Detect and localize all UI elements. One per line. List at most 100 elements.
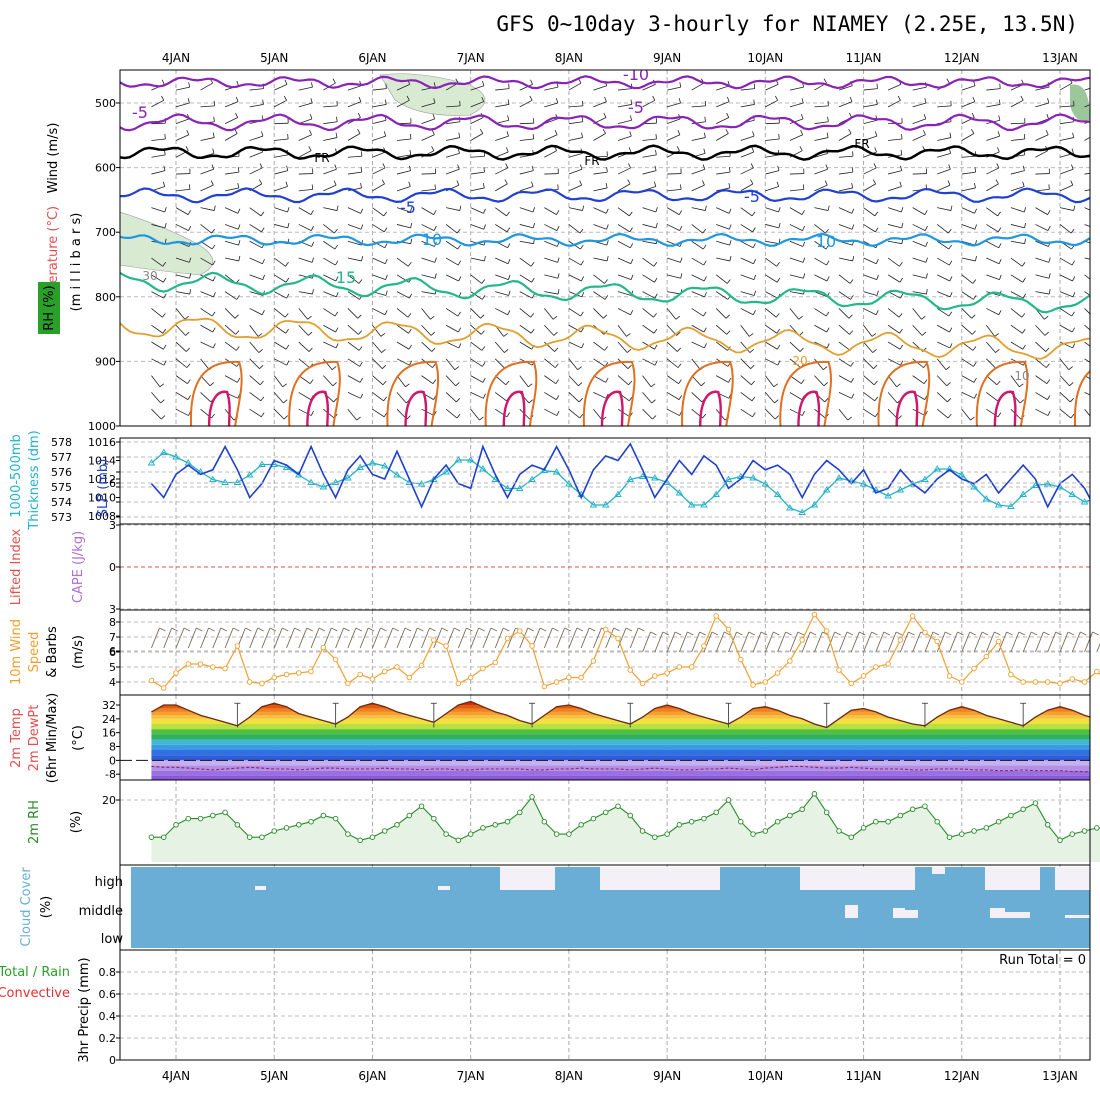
wind-barb: [544, 224, 558, 231]
temp-band: [151, 708, 1090, 712]
wind-barb-flag: [998, 243, 1002, 249]
wind-barb-flag: [603, 314, 608, 319]
thickness-point: [368, 459, 377, 466]
wind-barb: [593, 308, 604, 319]
wind-barb-flag: [1096, 346, 1099, 350]
rh2m-unit-label: (%): [69, 811, 84, 834]
y-tick-labels: 5006007008009001000578577576575574573101…: [51, 97, 120, 1067]
wind-barb-flag: [729, 240, 732, 246]
wind-barb: [224, 308, 236, 319]
wind-barb-flag: [532, 207, 536, 213]
wind-barb-flag: [703, 132, 706, 138]
wind-barb-flag: [1096, 97, 1098, 102]
slp-tick: 1008: [88, 510, 116, 523]
wind-barb-flag: [188, 225, 192, 231]
wind-tick: 5: [109, 661, 116, 674]
wind-barb: [667, 188, 682, 192]
wind-barb: [1010, 207, 1025, 213]
wind-barb-flag: [800, 130, 804, 135]
wind-barb: [347, 224, 362, 230]
wind-barb: [1035, 425, 1036, 426]
wind-barb-flag: [703, 343, 707, 349]
wind-barb: [691, 324, 705, 333]
wind-barb-flag: [482, 362, 486, 367]
wind-barb-flag: [212, 276, 216, 282]
rh-point: [566, 831, 572, 837]
wind-barb: [372, 224, 385, 233]
wind-barb: [1010, 224, 1025, 229]
wind-barb: [175, 188, 190, 192]
thickness-point: [933, 465, 942, 472]
wind-barb-flag: [749, 349, 754, 353]
wind10-barb-flag: [785, 631, 792, 636]
wind-barb-flag: [627, 364, 632, 369]
wind-barb-flag: [186, 363, 191, 368]
wind-barb: [421, 341, 433, 352]
wind-barb: [421, 308, 431, 320]
wind-barb-flag: [162, 431, 165, 435]
wind-barb-flag: [949, 292, 953, 298]
wind10-barb: [961, 631, 971, 653]
rh-point: [922, 803, 928, 809]
wind-barb: [421, 291, 436, 295]
wind-barb-flag: [802, 410, 805, 416]
wind-barb: [912, 86, 927, 91]
wind-barb: [175, 86, 190, 91]
wind-barb-flag: [405, 383, 410, 388]
wind-barb: [863, 135, 877, 141]
thickness-point: [515, 484, 524, 491]
thickness-point: [773, 490, 782, 497]
wind-barb: [936, 240, 950, 250]
wind-barb: [838, 358, 851, 367]
wind-speed-point: [173, 670, 179, 676]
wind-barb-flag: [262, 259, 265, 264]
wind-barb-flag: [335, 260, 339, 266]
wind-barb-flag: [483, 208, 486, 214]
wind-barb: [986, 392, 998, 402]
wind-speed-point: [517, 628, 523, 634]
wind-barb: [372, 151, 386, 158]
wind-barb-flag: [382, 163, 386, 169]
wind-barb-flag: [408, 328, 412, 334]
wind-barb-flag: [383, 396, 387, 402]
wind-barb-flag: [1046, 379, 1051, 384]
wind-barb: [224, 207, 239, 214]
slp-tick: 1016: [88, 436, 116, 449]
wind-barb: [544, 274, 559, 279]
wind-barb-flag: [630, 243, 634, 249]
wind-barb-flag: [189, 289, 192, 295]
wind-barb-flag: [901, 133, 903, 140]
wind-barb-flag: [606, 224, 609, 230]
wind-barb-flag: [530, 261, 535, 267]
wind-barb: [1035, 207, 1048, 215]
wind-barb-flag: [311, 241, 315, 247]
wind-barb-flag: [777, 360, 781, 366]
wind-barb: [691, 207, 706, 211]
wind-barb-flag: [580, 260, 584, 266]
wind-barb: [617, 119, 632, 125]
wind-barb: [175, 274, 190, 279]
temp-band: [151, 749, 1090, 756]
wind10-barb: [1035, 631, 1044, 653]
wind-barb: [494, 392, 507, 402]
wind-barb-flag: [531, 277, 535, 283]
contour-label: 10: [422, 230, 442, 249]
wind-barb-flag: [262, 274, 265, 280]
wind-barb-flag: [1021, 313, 1026, 318]
wind-barb-flag: [235, 433, 239, 436]
isotherm-arc: [582, 360, 636, 426]
wind-barb-flag: [262, 428, 264, 432]
wind-barb: [617, 167, 631, 175]
wind-barb-flag: [994, 333, 999, 337]
isotherm-line: [120, 271, 1090, 314]
wind-barb-flag: [307, 315, 312, 320]
wind-barb: [519, 170, 534, 175]
wind-barb: [372, 274, 386, 281]
wind-barb-flag: [899, 344, 904, 350]
wind-barb: [593, 257, 608, 262]
wind-barb-flag: [380, 333, 386, 337]
wind-barb: [225, 257, 239, 262]
wind-barb: [838, 224, 853, 230]
wind-barb-flag: [998, 310, 1002, 315]
wind-barb-flag: [334, 244, 339, 250]
